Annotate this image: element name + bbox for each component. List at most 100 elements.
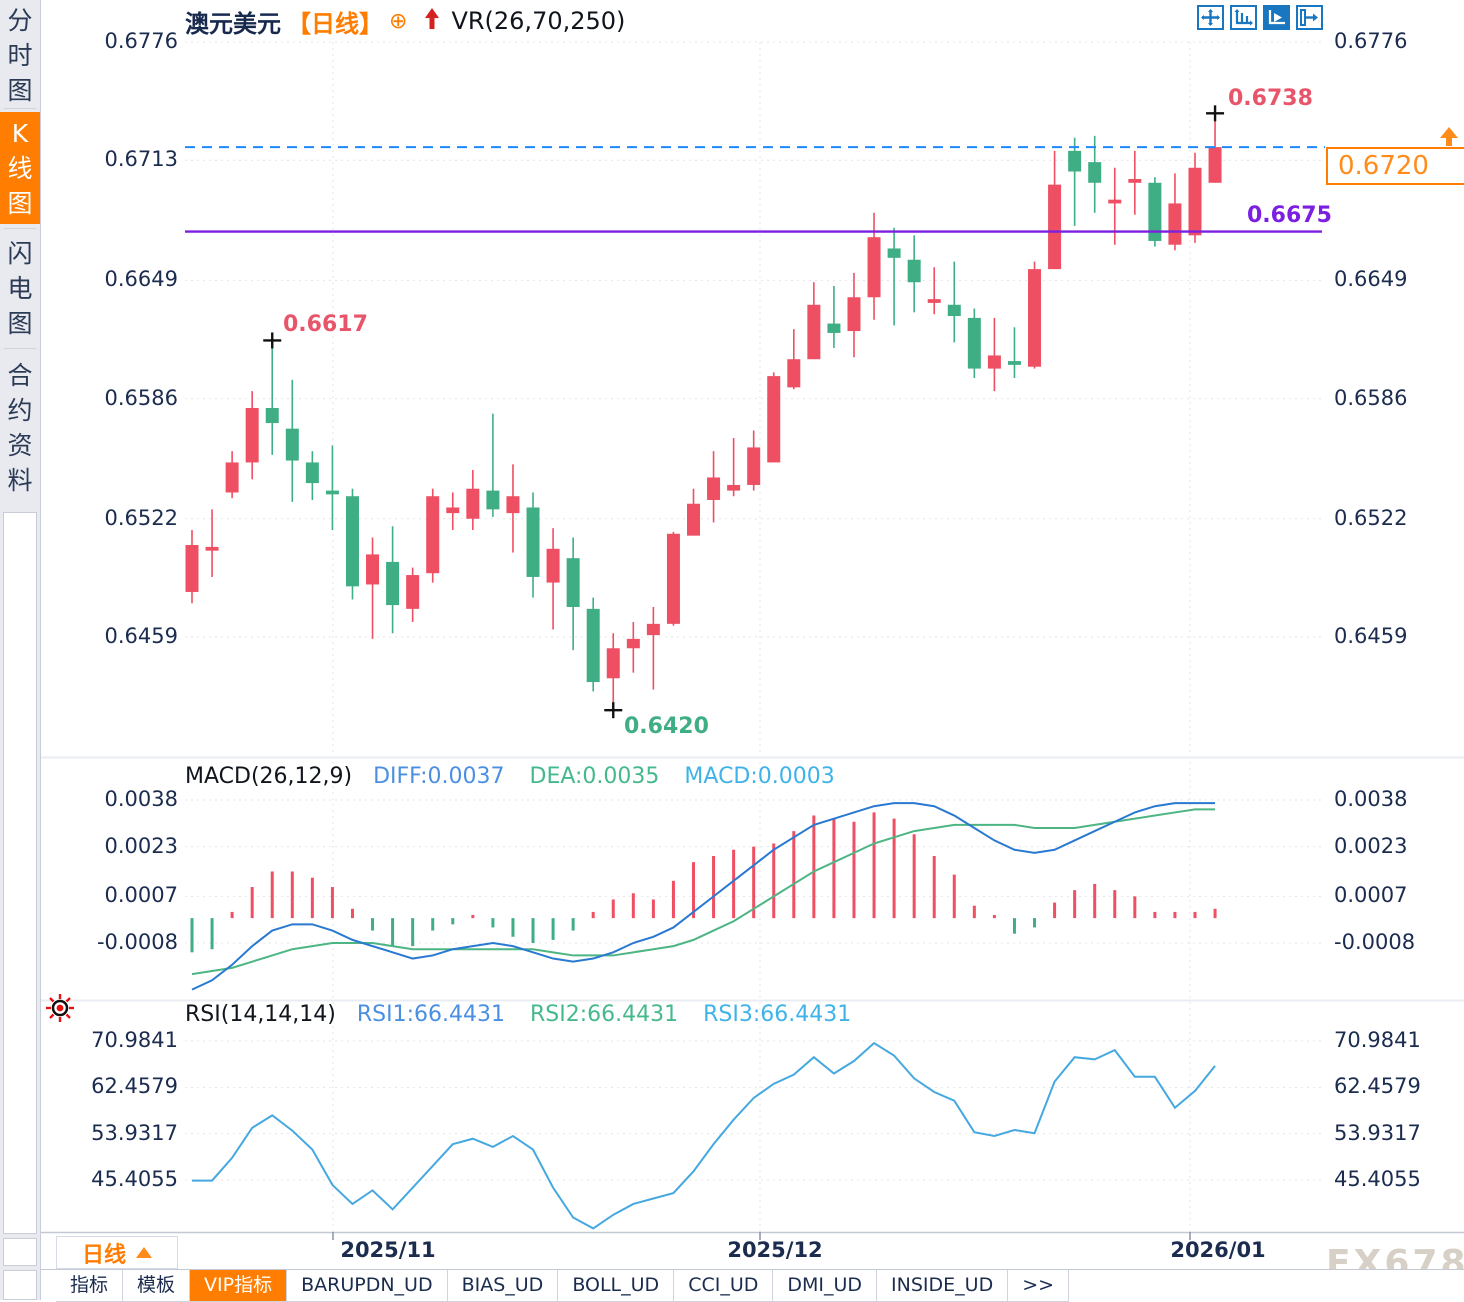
- macd-dea-value: DEA:0.0035: [529, 764, 660, 789]
- sidebar-tab-kline[interactable]: K线图: [0, 112, 40, 224]
- add-indicator-icon[interactable]: ⊕: [389, 8, 408, 34]
- candle-body: [1028, 269, 1042, 367]
- rsi-title: RSI(14,14,14): [185, 1002, 336, 1027]
- candle-body: [245, 408, 259, 463]
- candle-body: [947, 304, 961, 317]
- candle-body: [767, 376, 781, 463]
- candle-body: [285, 428, 299, 461]
- candle-body: [747, 447, 761, 485]
- price-up-arrow-icon: [1437, 126, 1461, 152]
- macd-axis-label-left: 0.0038: [104, 787, 178, 811]
- price-axis-label-left: 0.6776: [104, 29, 178, 53]
- tab-boll-ud[interactable]: BOLL_UD: [558, 1270, 675, 1302]
- tab-more[interactable]: >>: [1008, 1270, 1070, 1302]
- candle-body: [787, 359, 801, 388]
- tab-cci-ud[interactable]: CCI_UD: [674, 1270, 774, 1302]
- sidebar-bottom-cell: [3, 1270, 37, 1300]
- pan-crosshair-icon[interactable]: [1197, 5, 1224, 30]
- candle-body: [1088, 162, 1102, 183]
- chart-high-annotation: 0.6738: [1228, 86, 1313, 111]
- macd-macd-value: MACD:0.0003: [684, 764, 835, 789]
- sidebar-tab-label: K线图: [7, 118, 33, 218]
- x-axis-label-dec: 2025/12: [727, 1238, 823, 1262]
- sidebar-tab-label: 合约资料: [7, 361, 33, 495]
- alert-sun-icon[interactable]: [44, 992, 76, 1028]
- timeframe-button[interactable]: 日线: [56, 1236, 178, 1269]
- axis-play-icon[interactable]: [1263, 5, 1290, 30]
- candle-body: [606, 648, 620, 679]
- candle-body: [987, 355, 1001, 369]
- tab-vip-indicators[interactable]: VIP指标: [190, 1270, 288, 1302]
- candle-body: [265, 408, 279, 424]
- tab-dmi-ud[interactable]: DMI_UD: [773, 1270, 878, 1302]
- tab-barupdn-ud[interactable]: BARUPDN_UD: [287, 1270, 448, 1302]
- price-axis-label-right: 0.6522: [1334, 505, 1408, 530]
- candle-body: [526, 507, 540, 577]
- candle-body: [426, 496, 440, 574]
- sidebar-tab-contract-info[interactable]: 合约资料: [0, 352, 40, 504]
- rsi-line: [192, 1041, 1216, 1230]
- price-axis-label-left: 0.6586: [104, 385, 178, 410]
- tab-templates[interactable]: 模板: [123, 1270, 191, 1302]
- tab-bias-ud[interactable]: BIAS_UD: [447, 1270, 559, 1302]
- candle-body: [1108, 199, 1122, 204]
- candle-body: [345, 496, 359, 587]
- sidebar-tab-label: 分时图: [7, 5, 33, 105]
- candle-body: [366, 554, 380, 585]
- indicator-title: VR(26,70,250): [451, 7, 626, 35]
- candle-body: [967, 317, 981, 369]
- rsi-axis-label-right: 62.4579: [1334, 1074, 1421, 1099]
- macd-axis-label-right: -0.0008: [1334, 930, 1416, 954]
- sidebar-tab-lightning[interactable]: 闪电图: [0, 232, 40, 344]
- price-axis-label-left: 0.6713: [104, 147, 178, 172]
- macd-axis-label-left: 0.0023: [104, 833, 178, 858]
- x-axis-label-nov: 2025/11: [340, 1238, 436, 1262]
- candle-body: [867, 237, 881, 298]
- candle-body: [586, 608, 600, 683]
- rsi-axis-label-left: 53.9317: [91, 1120, 178, 1145]
- candle-body: [506, 496, 520, 514]
- chart-header: 澳元美元 【日线】 ⊕ VR(26,70,250): [185, 6, 626, 38]
- sidebar-bottom-cell: [3, 1238, 37, 1266]
- rsi1-value: RSI1:66.4431: [356, 1002, 505, 1027]
- up-arrow-icon: [423, 7, 441, 35]
- candle-body: [446, 507, 460, 514]
- candle-body: [1208, 147, 1222, 183]
- chart-low-annotation: 0.6420: [624, 714, 709, 739]
- rsi-axis-label-right: 70.9841: [1334, 1028, 1421, 1052]
- sidebar-tab-timeshare[interactable]: 分时图: [0, 4, 40, 106]
- axis-scale-icon[interactable]: [1230, 5, 1257, 30]
- x-axis-label-jan: 2026/01: [1170, 1238, 1266, 1262]
- left-sidebar: 分时图 K线图 闪电图 合约资料: [0, 0, 41, 1300]
- candle-body: [406, 575, 420, 609]
- candle-body: [1148, 182, 1162, 241]
- macd-axis-label-right: 0.0007: [1334, 883, 1408, 908]
- candle-body: [1007, 361, 1021, 365]
- exit-right-icon[interactable]: [1296, 5, 1323, 30]
- candle-body: [666, 533, 680, 624]
- sidebar-empty-panel: [3, 512, 37, 1234]
- sidebar-tab-label: 闪电图: [7, 238, 33, 338]
- candle-body: [466, 488, 480, 519]
- price-axis-label-right: 0.6459: [1334, 624, 1408, 648]
- tab-indicators[interactable]: 指标: [56, 1270, 124, 1302]
- macd-axis-label-right: 0.0038: [1334, 787, 1408, 811]
- macd-diff-line: [191, 802, 1216, 991]
- candle-body: [847, 297, 861, 332]
- candle-body: [707, 477, 721, 500]
- tab-inside-ud[interactable]: INSIDE_UD: [877, 1270, 1009, 1302]
- chart-toolbar: [1197, 5, 1323, 30]
- candle-body: [305, 462, 319, 484]
- macd-axis-label-right: 0.0023: [1334, 833, 1408, 858]
- candle-body: [1168, 203, 1182, 245]
- candle-body: [827, 323, 841, 333]
- macd-axis-label-left: -0.0008: [96, 930, 178, 954]
- rsi-axis-label-right: 45.4055: [1334, 1167, 1421, 1191]
- rsi-axis-label-left: 45.4055: [91, 1167, 178, 1191]
- candle-body: [325, 490, 339, 495]
- candle-body: [687, 503, 700, 536]
- macd-axis-label-left: 0.0007: [104, 883, 178, 908]
- swing-high-annotation: 0.6617: [283, 312, 368, 337]
- price-axis-label-right: 0.6776: [1334, 29, 1408, 53]
